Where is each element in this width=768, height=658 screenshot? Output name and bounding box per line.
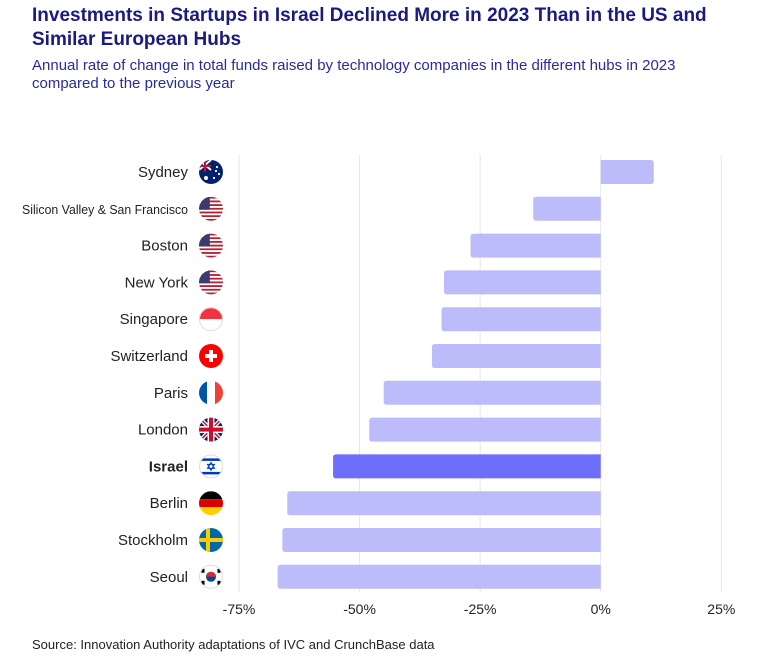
south-korea-flag-icon bbox=[199, 564, 223, 589]
sweden-flag-icon bbox=[199, 528, 223, 552]
category-label: Seoul bbox=[150, 569, 188, 586]
category-label: Silicon Valley & San Francisco bbox=[22, 202, 188, 217]
chart-title: Investments in Startups in Israel Declin… bbox=[32, 5, 707, 50]
source-note: Source: Innovation Authority adaptations… bbox=[32, 637, 435, 652]
category-label: New York bbox=[125, 274, 189, 291]
singapore-flag-icon bbox=[199, 307, 223, 332]
bar-seoul bbox=[277, 564, 601, 589]
x-tick-label: -50% bbox=[343, 601, 376, 617]
bar-stockholm bbox=[282, 528, 601, 552]
switzerland-flag-icon bbox=[199, 344, 223, 368]
bar-new-york bbox=[443, 270, 601, 295]
chart-subtitle: Annual rate of change in total funds rai… bbox=[32, 57, 676, 92]
x-tick-label: -75% bbox=[223, 601, 256, 617]
israel-flag-icon bbox=[199, 454, 223, 479]
category-label: Stockholm bbox=[118, 532, 188, 549]
category-label: Berlin bbox=[150, 495, 188, 512]
uk-flag-icon bbox=[199, 417, 223, 442]
bar-boston bbox=[470, 233, 601, 258]
usa-flag-icon bbox=[199, 196, 223, 221]
bar-sydney bbox=[600, 160, 654, 184]
category-label: Singapore bbox=[120, 311, 188, 328]
australia-flag-icon bbox=[199, 160, 223, 184]
category-label: Switzerland bbox=[110, 348, 188, 365]
bar-silicon-valley-san-francisco bbox=[533, 196, 601, 221]
bar-berlin bbox=[287, 491, 601, 516]
x-tick-label: -25% bbox=[464, 601, 497, 617]
category-label: London bbox=[138, 422, 188, 439]
x-tick-label: 0% bbox=[591, 601, 611, 617]
category-label: Israel bbox=[149, 458, 188, 475]
category-label: Paris bbox=[154, 385, 188, 402]
x-tick-label: 25% bbox=[707, 601, 735, 617]
bar-paris bbox=[383, 380, 601, 405]
bar-singapore bbox=[441, 307, 601, 332]
category-label: Boston bbox=[141, 238, 188, 255]
germany-flag-icon bbox=[199, 491, 223, 516]
bar-switzerland bbox=[431, 344, 601, 368]
france-flag-icon bbox=[199, 380, 223, 405]
bar-israel bbox=[333, 454, 601, 479]
usa-flag-icon bbox=[199, 270, 223, 295]
usa-flag-icon bbox=[199, 233, 223, 258]
category-label: Sydney bbox=[138, 164, 189, 181]
bar-london bbox=[369, 417, 601, 442]
